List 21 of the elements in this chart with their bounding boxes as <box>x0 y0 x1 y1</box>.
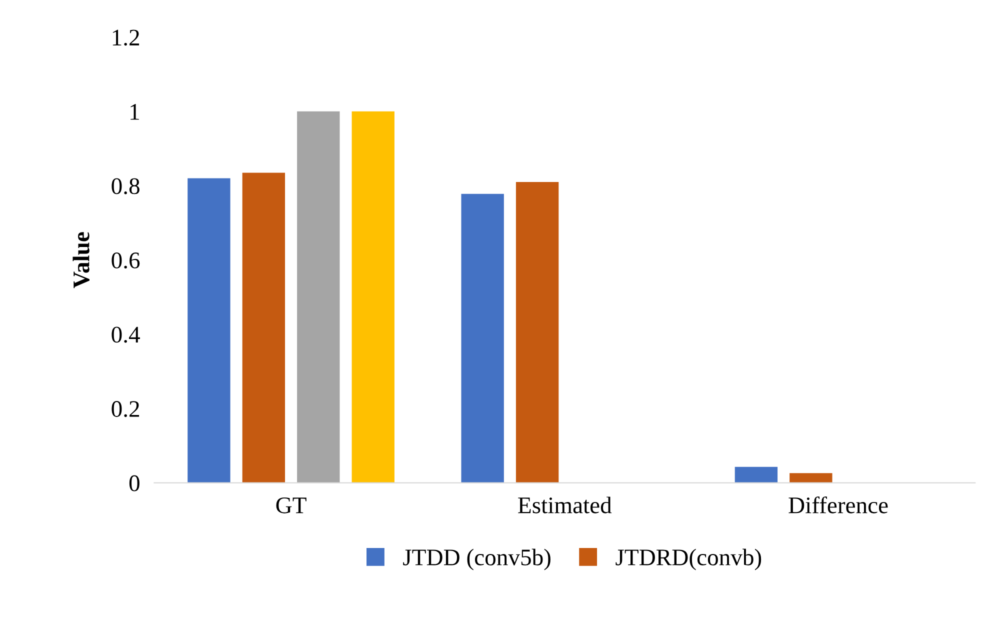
bar <box>790 473 832 483</box>
y-axis-title: Value <box>72 232 90 288</box>
bar <box>516 182 559 483</box>
x-tick-label: GT <box>276 497 306 514</box>
bar <box>188 178 230 483</box>
x-tick-label: Estimated <box>518 496 612 514</box>
bar <box>352 111 394 483</box>
y-tick-label: 1 <box>130 104 139 120</box>
y-tick-label: 0.4 <box>112 326 140 343</box>
bar <box>242 172 286 483</box>
bar <box>734 466 778 483</box>
bar <box>297 111 340 483</box>
y-tick-label: 0.2 <box>112 401 140 418</box>
y-tick-label: 0.6 <box>112 252 140 269</box>
legend-label: JTDD (conv5b) <box>403 548 550 570</box>
y-tick-label: 0 <box>129 475 140 492</box>
legend-label: JTDRD(convb) <box>616 548 762 570</box>
y-tick-label: 1.2 <box>112 30 140 46</box>
bar <box>461 194 504 483</box>
y-tick-label: 0.8 <box>112 178 140 194</box>
x-tick-label: Difference <box>788 496 888 514</box>
